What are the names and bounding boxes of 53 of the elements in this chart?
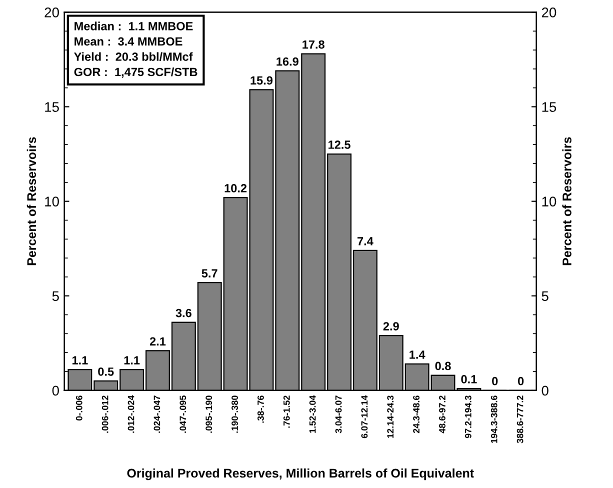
- annotation: Median : 1.1 MMBOE: [74, 22, 193, 30]
- y2-tick-label: 5: [542, 291, 548, 302]
- data-label: 0: [492, 376, 498, 386]
- x-tick-label: .76-1.52: [283, 396, 290, 428]
- data-label: 2.1: [150, 337, 166, 346]
- y2-tick-label: 10: [542, 196, 556, 206]
- y2-tick-label: 0: [542, 386, 548, 396]
- x-tick-label: 48.6-97.2: [439, 396, 446, 434]
- data-label: 17.8: [302, 40, 324, 49]
- x-tick-label: .095-.190: [206, 396, 212, 433]
- data-label: 15.9: [250, 76, 273, 85]
- y-tick-label: 0: [52, 386, 59, 396]
- data-label: 3.6: [176, 308, 192, 318]
- x-tick-label: .006-.012: [102, 396, 108, 433]
- annotation: Mean : 3.4 MMBOE: [74, 37, 182, 46]
- data-label: 16.9: [276, 57, 298, 66]
- x-tick-label: 1.52-3.04: [309, 395, 316, 433]
- x-tick-label: 12.14-24.3: [387, 396, 394, 438]
- x-tick-label: .190-.380: [232, 396, 238, 433]
- data-label: 7.4: [358, 237, 374, 246]
- x-tick-label: .38-.76: [258, 396, 264, 423]
- data-label: 1.4: [410, 350, 426, 359]
- y-tick-label: 20: [44, 8, 59, 18]
- y2-tick-label: 15: [542, 102, 556, 112]
- y-tick-label: 10: [45, 196, 59, 206]
- x-tick-label: 97.2-194.3: [464, 396, 472, 438]
- data-label: 1.1: [72, 356, 88, 364]
- x-axis-title: Original Proved Reserves, Million Barrels of Oil Equivalent: [127, 468, 474, 480]
- x-tick-label: 0-.006: [76, 396, 82, 420]
- y2-tick-label: 20: [542, 8, 556, 18]
- annotation: Yield : 20.3 bbl/MMcf: [74, 52, 193, 62]
- y2-axis-title: Percent of Reservoirs: [562, 137, 572, 266]
- x-tick-label: .024-.047: [154, 396, 160, 433]
- x-tick-label: 388.6-777.2: [516, 396, 524, 444]
- data-label: 10.2: [224, 184, 247, 192]
- y-axis-title: Percent of Reservoirs: [26, 137, 36, 266]
- data-label: 0.8: [435, 362, 451, 370]
- data-label: 2.9: [383, 322, 399, 330]
- y-tick-label: 5: [52, 291, 59, 302]
- data-label: 0: [518, 376, 524, 386]
- x-tick-label: 3.04-6.07: [335, 396, 342, 434]
- x-tick-label: 24.3-48.6: [413, 396, 420, 434]
- data-label: 5.7: [202, 269, 218, 278]
- x-tick-label: .012-.024: [128, 395, 134, 433]
- data-label: 0.5: [98, 367, 114, 376]
- data-label: 12.5: [328, 140, 350, 149]
- y-tick-label: 15: [45, 102, 59, 112]
- annotation: GOR : 1,475 SCF/STB: [74, 68, 198, 78]
- data-label: 1.1: [124, 356, 140, 364]
- x-tick-label: .047-.095: [180, 396, 186, 433]
- x-tick-label: 6.07-12.14: [361, 395, 368, 438]
- x-tick-label: 194.3-388.6: [490, 396, 498, 443]
- data-label: 0.1: [461, 375, 477, 384]
